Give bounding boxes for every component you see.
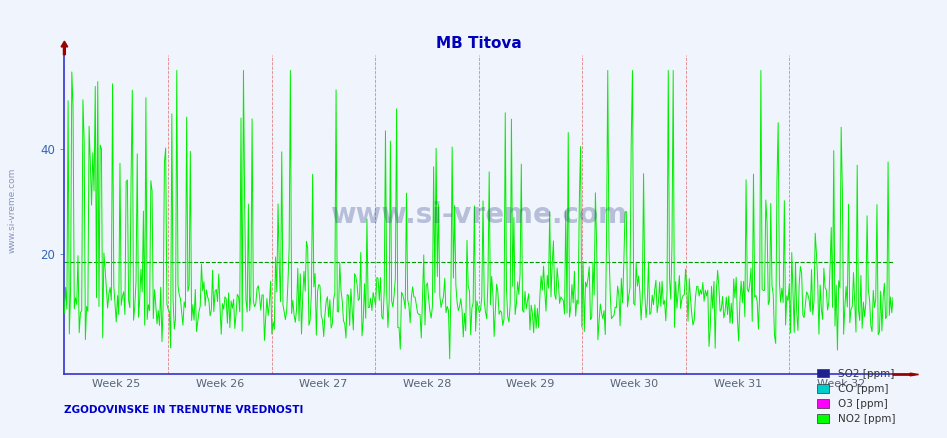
Title: MB Titova: MB Titova	[436, 36, 522, 51]
Legend: SO2 [ppm], CO [ppm], O3 [ppm], NO2 [ppm]: SO2 [ppm], CO [ppm], O3 [ppm], NO2 [ppm]	[813, 364, 900, 428]
Text: www.si-vreme.com: www.si-vreme.com	[331, 201, 627, 229]
Text: www.si-vreme.com: www.si-vreme.com	[8, 168, 17, 253]
Text: ZGODOVINSKE IN TRENUTNE VREDNOSTI: ZGODOVINSKE IN TRENUTNE VREDNOSTI	[64, 405, 304, 415]
